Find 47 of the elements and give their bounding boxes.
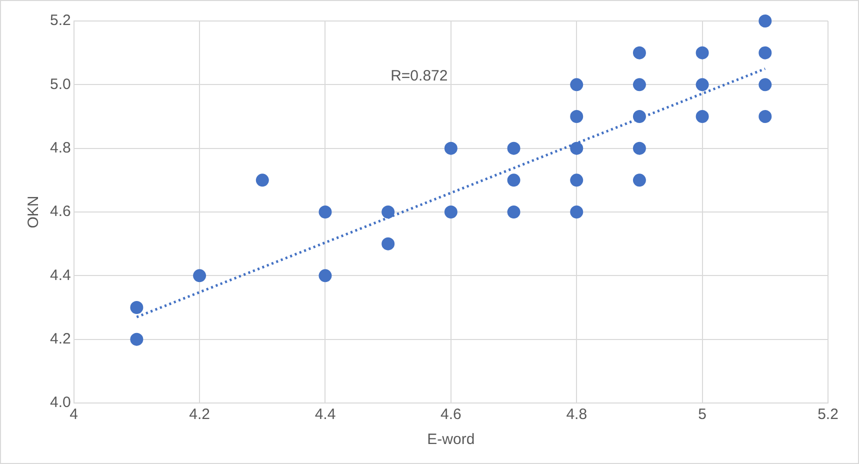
x-tick-label: 4.2 (189, 406, 210, 424)
point (256, 174, 269, 187)
point (758, 46, 772, 60)
point (570, 206, 584, 218)
x-tick-label: 4 (70, 406, 78, 424)
point (382, 206, 395, 218)
x-tick-label: 4.8 (566, 406, 588, 424)
point (193, 269, 206, 282)
x-tick-label: 4.6 (440, 406, 462, 424)
point (632, 110, 646, 123)
y-tick-label: 4.6 (50, 203, 71, 220)
x-axis-title: E-word (427, 431, 475, 448)
x-tick-label: 4.4 (314, 406, 336, 424)
point (382, 237, 395, 250)
point (758, 78, 772, 92)
point (444, 142, 458, 155)
y-tick-label: 5.2 (50, 12, 71, 30)
y-tick-label: 4.2 (50, 330, 71, 348)
point (696, 110, 709, 123)
point (632, 78, 646, 92)
point (758, 14, 772, 28)
y-tick-label: 4.0 (50, 394, 71, 412)
point (130, 301, 144, 314)
y-tick-label: 5.0 (50, 76, 71, 93)
point (570, 78, 584, 92)
point (696, 46, 709, 60)
point (570, 174, 584, 187)
y-tick-label: 4.4 (50, 266, 71, 284)
point (570, 110, 584, 123)
point (696, 78, 709, 92)
point (507, 206, 520, 218)
point (318, 206, 332, 218)
point (130, 332, 144, 346)
point (632, 46, 646, 60)
point (507, 142, 520, 155)
y-tick-label: 4.8 (50, 139, 71, 156)
x-tick-label: 5 (698, 406, 706, 424)
point (570, 142, 584, 155)
point (318, 269, 332, 282)
point (758, 110, 772, 123)
annotation: R=0.872 (390, 68, 448, 85)
point (632, 174, 646, 187)
y-axis-title: OKN (25, 196, 42, 228)
x-tick-label: 5.2 (818, 406, 838, 424)
point (444, 206, 458, 218)
point (507, 174, 520, 187)
point (632, 142, 646, 155)
